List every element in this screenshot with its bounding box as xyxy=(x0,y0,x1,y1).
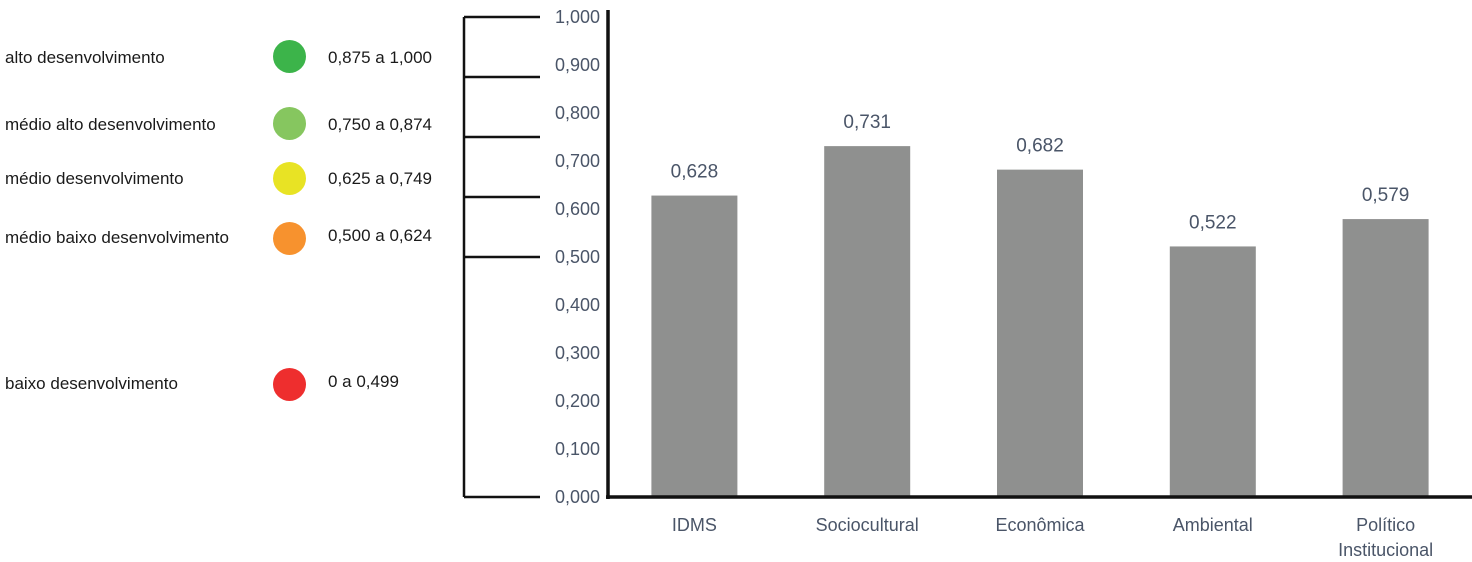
data-label: 0,731 xyxy=(843,112,891,133)
x-tick-label: Sociocultural xyxy=(816,515,919,535)
y-tick-label: 0,800 xyxy=(555,103,600,123)
legend-label: alto desenvolvimento xyxy=(5,48,165,67)
legend-label: médio alto desenvolvimento xyxy=(5,115,216,134)
legend-range: 0,875 a 1,000 xyxy=(328,48,432,67)
y-tick-label: 0,200 xyxy=(555,391,600,411)
legend-label: baixo desenvolvimento xyxy=(5,374,178,393)
legend-range: 0 a 0,499 xyxy=(328,372,399,391)
bar xyxy=(1169,246,1256,497)
data-label: 0,682 xyxy=(1016,136,1064,157)
y-tick-label: 1,000 xyxy=(555,7,600,27)
x-tick-label: Econômica xyxy=(995,515,1085,535)
y-tick-label: 0,600 xyxy=(555,199,600,219)
x-tick-label: Ambiental xyxy=(1173,515,1253,535)
legend-dot-light-green-icon xyxy=(273,107,306,140)
y-tick-label: 0,400 xyxy=(555,295,600,315)
x-tick-label: Político Institucional xyxy=(1338,515,1433,560)
bar xyxy=(824,146,911,497)
legend-label: médio baixo desenvolvimento xyxy=(5,228,229,247)
y-tick-label: 0,900 xyxy=(555,55,600,75)
legend-label: médio desenvolvimento xyxy=(5,169,184,188)
legend-range: 0,750 a 0,874 xyxy=(328,115,432,134)
y-tick-label: 0,700 xyxy=(555,151,600,171)
legend-dot-green-icon xyxy=(273,40,306,73)
y-tick-label: 0,500 xyxy=(555,247,600,267)
bar xyxy=(997,169,1083,497)
bar xyxy=(651,195,738,497)
legend-dot-red-icon xyxy=(273,368,306,401)
legend-range: 0,625 a 0,749 xyxy=(328,169,432,188)
data-label: 0,579 xyxy=(1362,185,1410,206)
y-tick-label: 0,300 xyxy=(555,343,600,363)
bar xyxy=(1342,219,1429,497)
data-label: 0,522 xyxy=(1189,212,1237,233)
x-tick-label: IDMS xyxy=(672,515,717,535)
legend-dot-yellow-icon xyxy=(273,162,306,195)
legend-dot-orange-icon xyxy=(273,222,306,255)
y-tick-label: 0,000 xyxy=(555,487,600,507)
data-label: 0,628 xyxy=(671,162,719,183)
y-tick-label: 0,100 xyxy=(555,439,600,459)
legend-range: 0,500 a 0,624 xyxy=(328,226,432,245)
